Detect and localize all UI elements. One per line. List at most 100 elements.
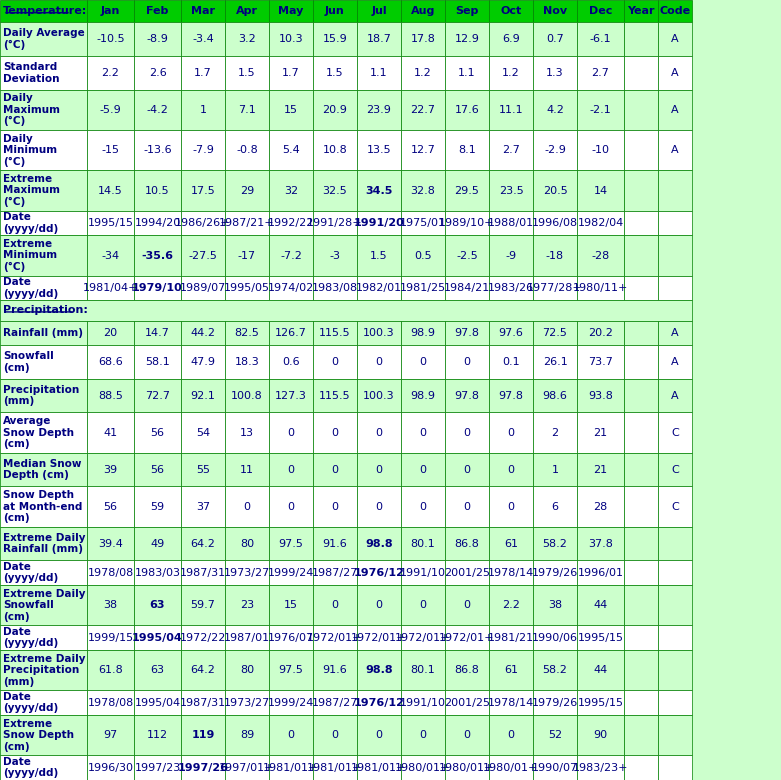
- Bar: [181, 526, 225, 560]
- Text: 100.3: 100.3: [363, 391, 395, 401]
- Text: 12.9: 12.9: [455, 34, 480, 44]
- Bar: [489, 413, 533, 452]
- Bar: [225, 23, 269, 56]
- Text: 18.7: 18.7: [366, 34, 391, 44]
- Bar: [401, 379, 445, 413]
- Text: -4.2: -4.2: [147, 105, 169, 115]
- Bar: [0, 526, 87, 560]
- Bar: [533, 585, 577, 626]
- Bar: [87, 452, 134, 487]
- Text: 10.5: 10.5: [145, 186, 169, 196]
- Bar: [624, 560, 658, 585]
- Text: -34: -34: [102, 250, 119, 261]
- Bar: [87, 585, 134, 626]
- Text: 61.8: 61.8: [98, 665, 123, 675]
- Bar: [658, 526, 692, 560]
- Text: 72.7: 72.7: [145, 391, 170, 401]
- Text: C: C: [671, 502, 679, 512]
- Text: 1991/10: 1991/10: [400, 568, 446, 578]
- Text: 1999/24: 1999/24: [268, 697, 314, 707]
- Text: 1976/07: 1976/07: [268, 633, 314, 643]
- Text: Date
(yyyy/dd): Date (yyyy/dd): [3, 562, 59, 583]
- Text: 38: 38: [548, 600, 562, 610]
- Bar: [577, 487, 624, 527]
- Bar: [577, 560, 624, 585]
- Text: 59: 59: [151, 502, 165, 512]
- Text: 1973/27: 1973/27: [224, 697, 270, 707]
- Text: 54: 54: [196, 427, 210, 438]
- Bar: [225, 170, 269, 211]
- Bar: [489, 715, 533, 755]
- Bar: [533, 211, 577, 236]
- Text: 1995/04: 1995/04: [132, 633, 183, 643]
- Bar: [181, 379, 225, 413]
- Bar: [658, 560, 692, 585]
- Bar: [577, 23, 624, 56]
- Bar: [87, 170, 134, 211]
- Bar: [533, 452, 577, 487]
- Bar: [489, 526, 533, 560]
- Text: 92.1: 92.1: [191, 391, 216, 401]
- Text: 22.7: 22.7: [411, 105, 436, 115]
- Bar: [357, 0, 401, 23]
- Text: 1991/20: 1991/20: [354, 218, 405, 228]
- Text: 1996/08: 1996/08: [532, 218, 578, 228]
- Bar: [624, 0, 658, 23]
- Bar: [445, 275, 489, 300]
- Text: 32.5: 32.5: [323, 186, 348, 196]
- Bar: [87, 715, 134, 755]
- Bar: [658, 90, 692, 130]
- Bar: [401, 650, 445, 690]
- Text: 44.2: 44.2: [191, 328, 216, 338]
- Text: 0: 0: [331, 730, 338, 740]
- Text: 1972/01+: 1972/01+: [395, 633, 451, 643]
- Bar: [624, 56, 658, 90]
- Bar: [0, 452, 87, 487]
- Bar: [313, 0, 357, 23]
- Bar: [313, 755, 357, 780]
- Bar: [445, 211, 489, 236]
- Bar: [401, 321, 445, 346]
- Bar: [225, 56, 269, 90]
- Bar: [269, 626, 313, 650]
- Bar: [658, 346, 692, 379]
- Bar: [624, 275, 658, 300]
- Bar: [225, 755, 269, 780]
- Bar: [658, 236, 692, 275]
- Bar: [87, 211, 134, 236]
- Bar: [577, 585, 624, 626]
- Bar: [401, 755, 445, 780]
- Text: 1.2: 1.2: [414, 68, 432, 78]
- Bar: [401, 585, 445, 626]
- Bar: [401, 56, 445, 90]
- Text: 2.2: 2.2: [102, 68, 119, 78]
- Bar: [225, 626, 269, 650]
- Bar: [401, 211, 445, 236]
- Text: Extreme
Minimum
(°C): Extreme Minimum (°C): [3, 239, 57, 272]
- Bar: [0, 90, 87, 130]
- Text: 1996/01: 1996/01: [577, 568, 623, 578]
- Bar: [533, 526, 577, 560]
- Bar: [624, 413, 658, 452]
- Bar: [401, 0, 445, 23]
- Bar: [577, 211, 624, 236]
- Text: 21: 21: [594, 465, 608, 474]
- Bar: [577, 452, 624, 487]
- Text: 1.7: 1.7: [194, 68, 212, 78]
- Text: 38: 38: [103, 600, 118, 610]
- Bar: [624, 130, 658, 170]
- Bar: [269, 560, 313, 585]
- Bar: [658, 275, 692, 300]
- Bar: [0, 130, 87, 170]
- Text: 17.8: 17.8: [411, 34, 436, 44]
- Bar: [658, 585, 692, 626]
- Text: 1: 1: [199, 105, 206, 115]
- Text: 32.8: 32.8: [411, 186, 436, 196]
- Bar: [401, 690, 445, 715]
- Bar: [225, 452, 269, 487]
- Bar: [134, 321, 181, 346]
- Bar: [357, 413, 401, 452]
- Bar: [445, 236, 489, 275]
- Text: 0: 0: [376, 730, 383, 740]
- Bar: [313, 130, 357, 170]
